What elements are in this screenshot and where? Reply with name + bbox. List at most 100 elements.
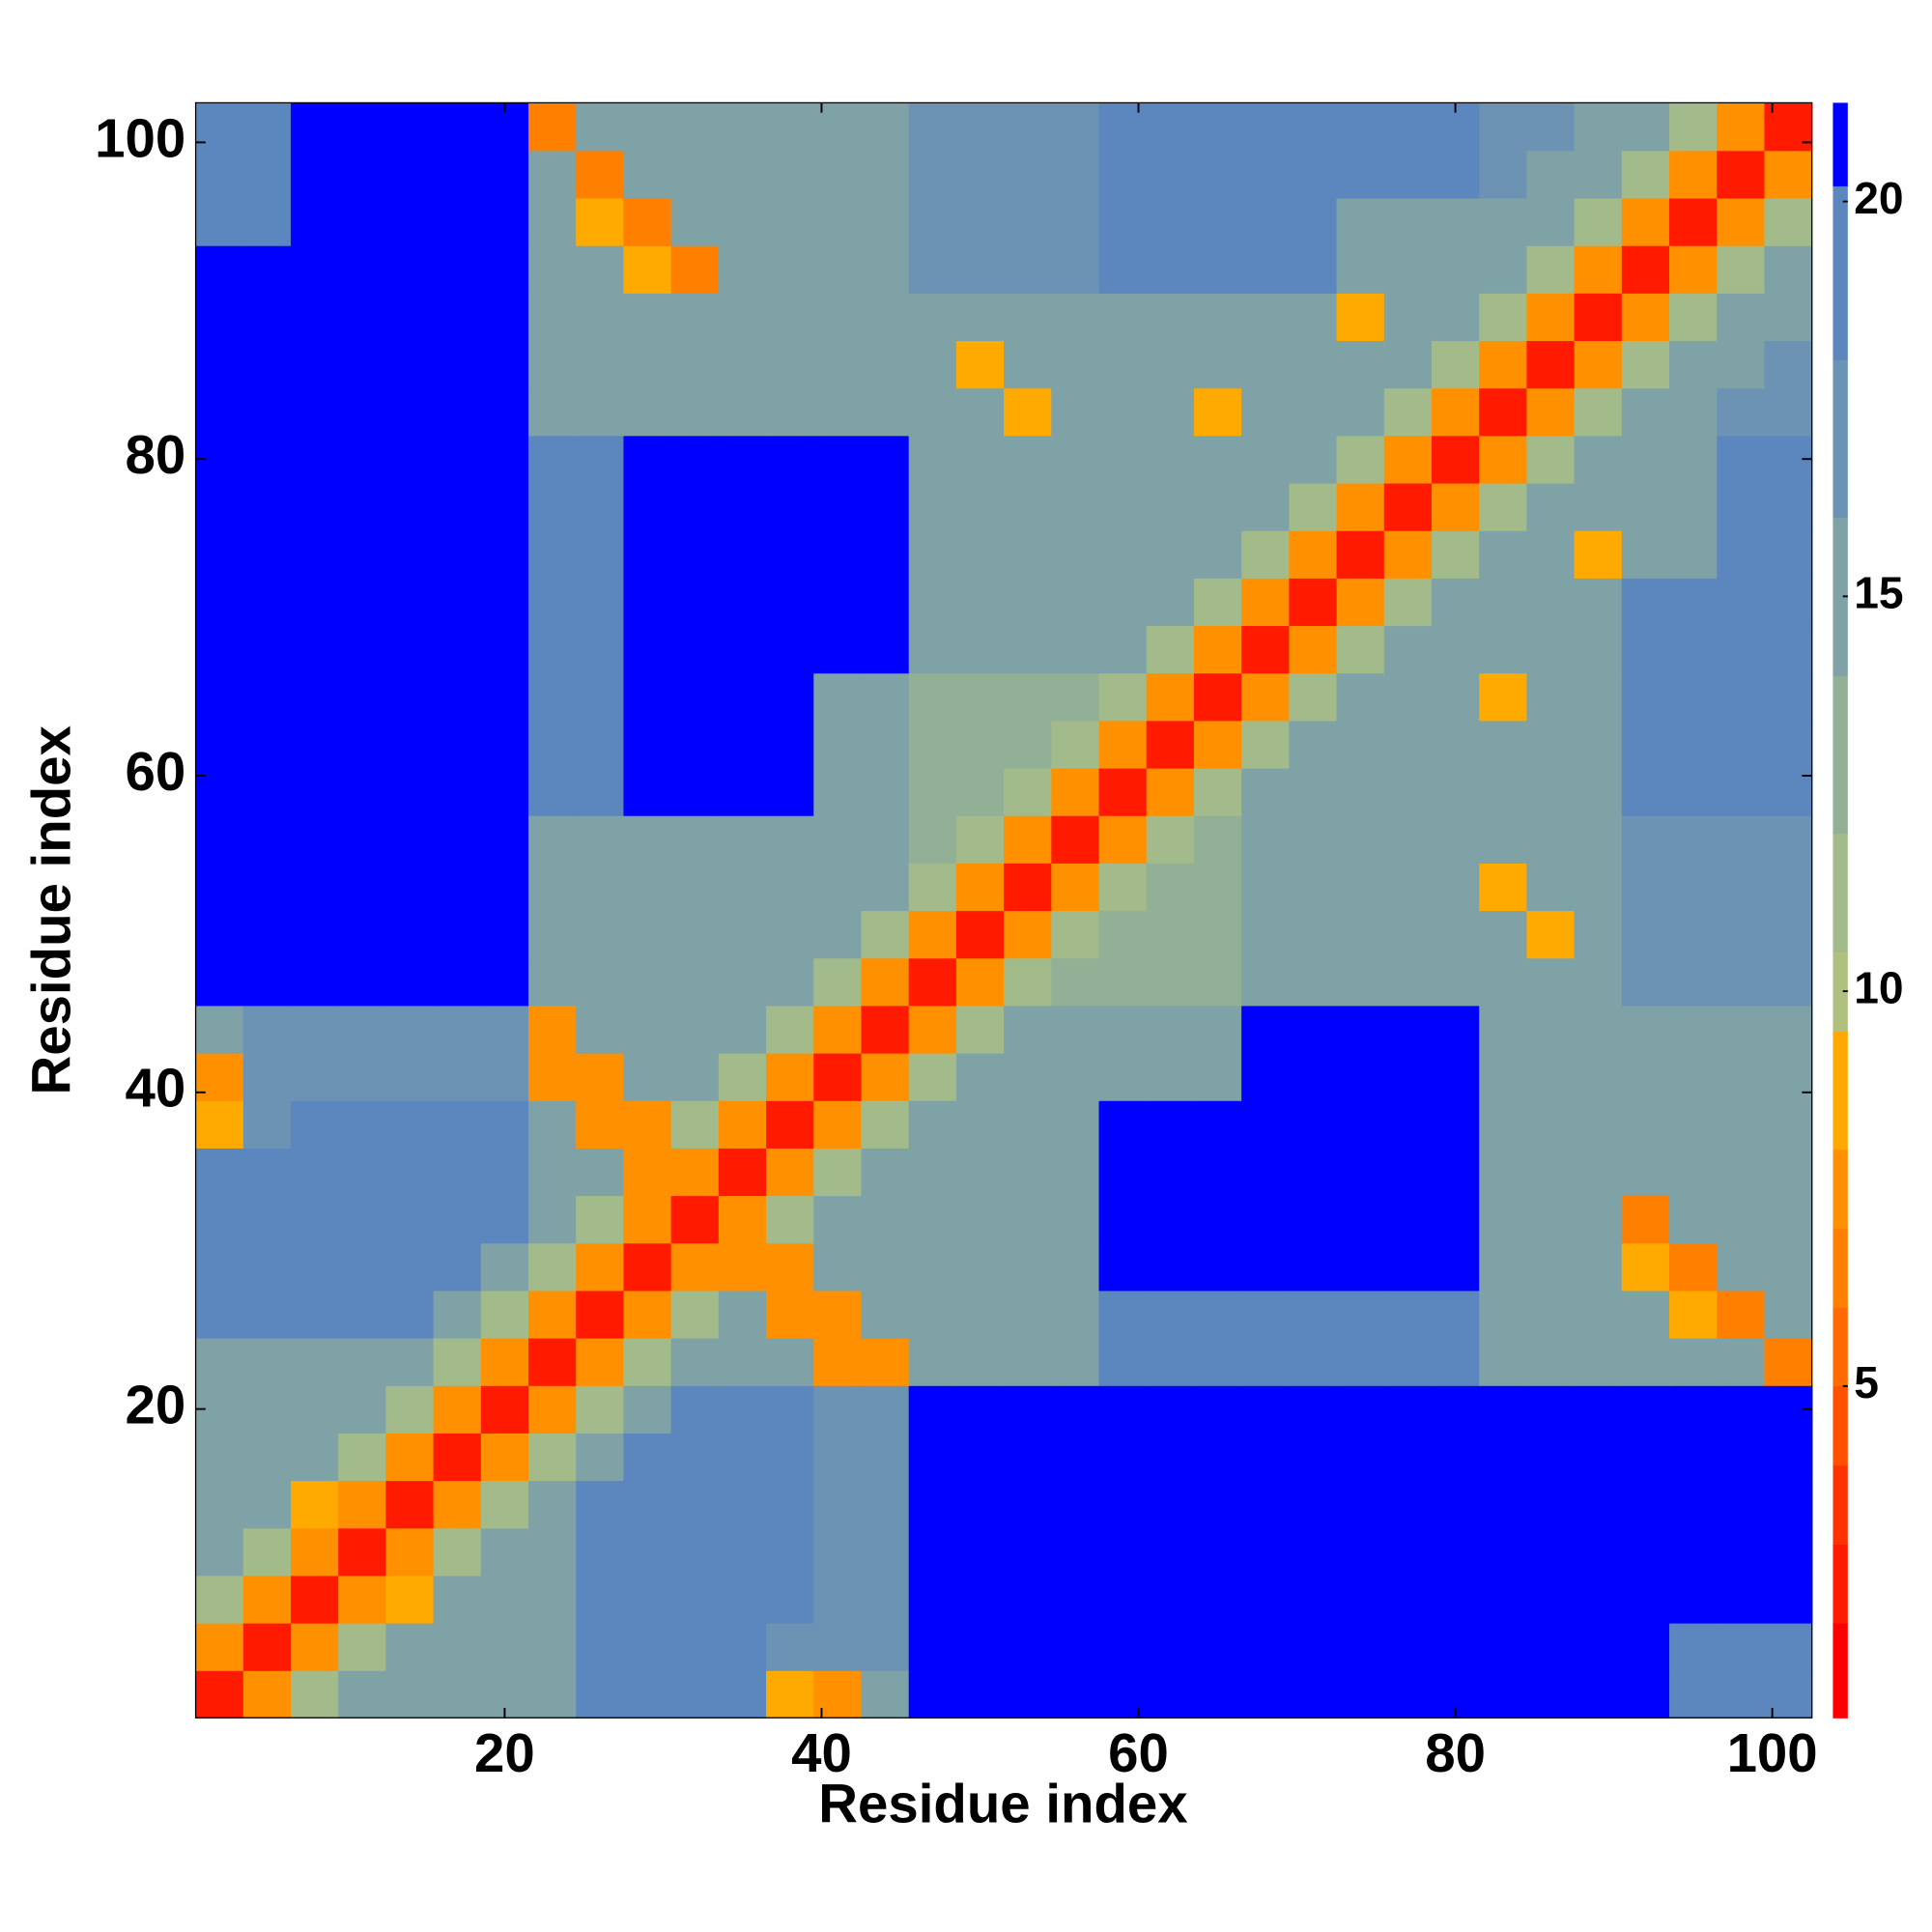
heatmap-cell	[528, 1575, 577, 1624]
heatmap-cell	[813, 672, 863, 722]
heatmap-cell	[1241, 1670, 1291, 1719]
heatmap-cell	[385, 863, 435, 912]
heatmap-cell	[908, 150, 957, 199]
heatmap-cell	[1289, 767, 1338, 816]
heatmap-cell	[1146, 1622, 1195, 1671]
heatmap-cell	[861, 1670, 910, 1719]
heatmap-cell	[338, 293, 387, 342]
heatmap-cell	[1004, 814, 1053, 864]
heatmap-cell	[338, 340, 387, 389]
heatmap-cell	[908, 1052, 957, 1101]
heatmap-cell	[385, 150, 435, 199]
heatmap-cell	[385, 102, 435, 152]
heatmap-cell	[528, 1670, 577, 1719]
heatmap-cell	[385, 387, 435, 437]
heatmap-cell	[1146, 1290, 1195, 1339]
heatmap-cell	[813, 1527, 863, 1577]
heatmap-cell	[1051, 1290, 1100, 1339]
heatmap-cell	[1051, 387, 1100, 437]
heatmap-cell	[1621, 1385, 1670, 1434]
colorbar-segment	[1833, 833, 1848, 952]
heatmap-cell	[1051, 1195, 1100, 1244]
heatmap-cell	[1098, 293, 1148, 342]
heatmap-cell	[480, 293, 529, 342]
heatmap-cell	[1431, 1290, 1480, 1339]
heatmap-cell	[338, 435, 387, 484]
heatmap-cell	[1146, 197, 1195, 246]
heatmap-cell	[813, 293, 863, 342]
heatmap-cell	[1431, 529, 1480, 579]
heatmap-cell	[528, 1099, 577, 1149]
heatmap-cell	[766, 910, 815, 959]
heatmap-cell	[1241, 1148, 1291, 1197]
colorbar-segment	[1833, 359, 1848, 519]
heatmap-cell	[955, 1099, 1005, 1149]
heatmap-cell	[1574, 720, 1623, 769]
heatmap-cell	[385, 1527, 435, 1577]
heatmap-cell	[1241, 340, 1291, 389]
heatmap-cell	[955, 767, 1005, 816]
heatmap-cell	[242, 957, 292, 1007]
heatmap-cell	[670, 672, 720, 722]
heatmap-cell	[861, 1575, 910, 1624]
heatmap-cell	[1051, 102, 1100, 152]
colorbar-segment	[1833, 1228, 1848, 1308]
heatmap-cell	[623, 102, 672, 152]
heatmap-cell	[195, 1622, 244, 1671]
heatmap-cell	[1383, 863, 1433, 912]
heatmap-cell	[1717, 1242, 1766, 1292]
heatmap-cell	[433, 529, 482, 579]
heatmap-cell	[1764, 1005, 1813, 1054]
heatmap-cell	[480, 340, 529, 389]
heatmap-cell	[480, 197, 529, 246]
heatmap-cell	[623, 720, 672, 769]
heatmap-cell	[908, 1290, 957, 1339]
heatmap-cell	[861, 1385, 910, 1434]
heatmap-cell	[1051, 672, 1100, 722]
heatmap-cell	[623, 1670, 672, 1719]
heatmap-cell	[1669, 293, 1718, 342]
heatmap-cell	[290, 1052, 339, 1101]
heatmap-cell	[766, 482, 815, 531]
heatmap-cell	[1574, 910, 1623, 959]
heatmap-cell	[766, 1575, 815, 1624]
heatmap-cell	[623, 625, 672, 674]
heatmap-cell	[1621, 1005, 1670, 1054]
heatmap-cell	[1717, 1385, 1766, 1434]
heatmap-cell	[290, 1148, 339, 1197]
colorbar-segment	[1833, 517, 1848, 676]
heatmap-cell	[242, 910, 292, 959]
heatmap-cell	[955, 1433, 1005, 1482]
heatmap-cell	[338, 767, 387, 816]
heatmap-cell	[1051, 1385, 1100, 1434]
heatmap-cell	[1526, 767, 1576, 816]
heatmap-cell	[861, 102, 910, 152]
heatmap-cell	[766, 814, 815, 864]
heatmap-cell	[1098, 578, 1148, 627]
heatmap-cell	[1098, 1385, 1148, 1434]
heatmap-cell	[1241, 293, 1291, 342]
heatmap-cell	[1431, 1433, 1480, 1482]
heatmap-cell	[1479, 910, 1528, 959]
heatmap-cell	[623, 244, 672, 294]
heatmap-cell	[576, 863, 625, 912]
heatmap-cell	[1098, 529, 1148, 579]
heatmap-cell	[1431, 340, 1480, 389]
heatmap-cell	[1051, 482, 1100, 531]
heatmap-cell	[528, 578, 577, 627]
heatmap-cell	[670, 1005, 720, 1054]
heatmap-cell	[813, 957, 863, 1007]
heatmap-cell	[955, 863, 1005, 912]
heatmap-cell	[290, 1480, 339, 1529]
heatmap-cell	[290, 102, 339, 152]
heatmap-cell	[1526, 387, 1576, 437]
heatmap-cell	[1146, 1052, 1195, 1101]
heatmap-cell	[242, 1242, 292, 1292]
heatmap-cell	[1193, 1433, 1242, 1482]
heatmap-cell	[1241, 529, 1291, 579]
heatmap-cell	[1383, 578, 1433, 627]
heatmap-cell	[861, 863, 910, 912]
heatmap-cell	[1004, 1575, 1053, 1624]
heatmap-cell	[1241, 1242, 1291, 1292]
